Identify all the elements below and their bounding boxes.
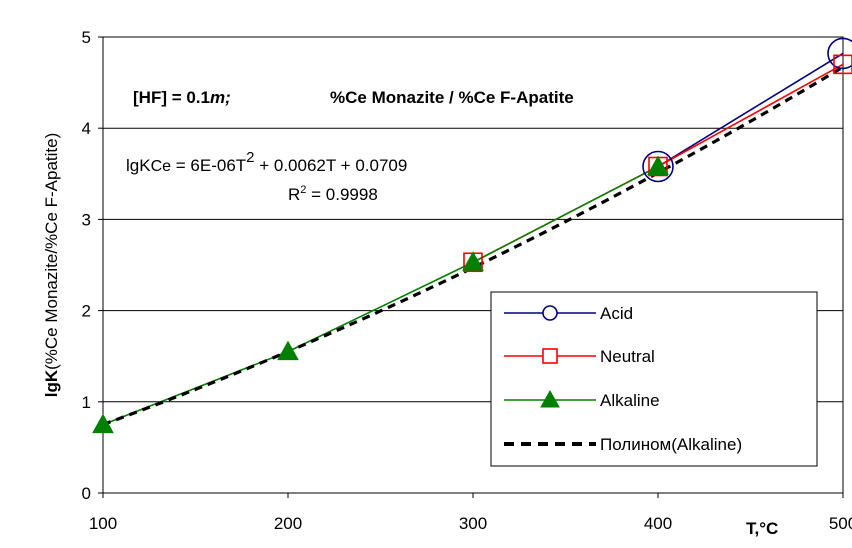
alkaline-point — [462, 251, 484, 271]
legend-label: Acid — [600, 304, 633, 323]
acid-series-line — [657, 52, 844, 168]
y-tick-label: 3 — [82, 210, 91, 229]
y-tick-label: 5 — [82, 28, 91, 47]
y-tick-label: 1 — [82, 393, 91, 412]
legend-label: Neutral — [600, 347, 655, 366]
legend-item-neutral: Neutral — [504, 347, 655, 366]
hf-annotation-unit: m; — [210, 88, 231, 107]
legend-label: Alkaline — [600, 391, 660, 410]
x-tick-label: 200 — [274, 514, 302, 533]
axes: 0 1 2 3 4 5 100 200 300 400 500 — [82, 28, 852, 533]
legend-swatch-marker — [542, 305, 558, 321]
alkaline-point — [92, 413, 114, 434]
legend-swatch-marker — [542, 348, 558, 364]
x-tick-label: 500 — [829, 514, 852, 533]
legend: Acid Neutral Alkaline Полином(Alkaline) — [490, 291, 818, 467]
x-tick-label: 400 — [644, 514, 672, 533]
legend-item-polynomial: Полином(Alkaline) — [504, 435, 742, 454]
x-tick-label: 300 — [459, 514, 487, 533]
legend-item-acid: Acid — [504, 304, 633, 323]
acid-point — [642, 150, 674, 183]
ratio-annotation: %Ce Monazite / %Ce F-Apatite — [330, 88, 574, 107]
legend-box — [490, 291, 818, 467]
legend-swatch-marker — [540, 389, 560, 408]
x-tick-label: 100 — [89, 514, 117, 533]
alkaline-point — [647, 155, 669, 176]
y-tick-label: 4 — [82, 119, 91, 138]
y-axis-label: lgK(%Ce Monazite/%Ce F-Apatite) — [42, 133, 61, 398]
alkaline-point — [277, 340, 299, 361]
y-tick-label: 2 — [82, 302, 91, 321]
hf-annotation: [HF] = 0.1m; — [133, 88, 231, 107]
x-axis-label: T,°C — [746, 519, 778, 538]
legend-label: Полином(Alkaline) — [600, 435, 742, 454]
y-tick-label: 0 — [82, 484, 91, 503]
legend-item-alkaline: Alkaline — [504, 389, 660, 410]
acid-point — [827, 37, 852, 70]
equation-annotation: lgKCe = 6E-06T2 + 0.0062T + 0.0709 — [126, 149, 407, 175]
equation-subscript: Ce — [151, 158, 172, 175]
series-layer — [92, 37, 852, 434]
polynomial-trendline — [102, 65, 844, 427]
neutral-point — [833, 54, 852, 75]
r-squared-annotation: R2 = 0.9998 — [288, 184, 378, 204]
equation-superscript: 2 — [246, 149, 254, 166]
